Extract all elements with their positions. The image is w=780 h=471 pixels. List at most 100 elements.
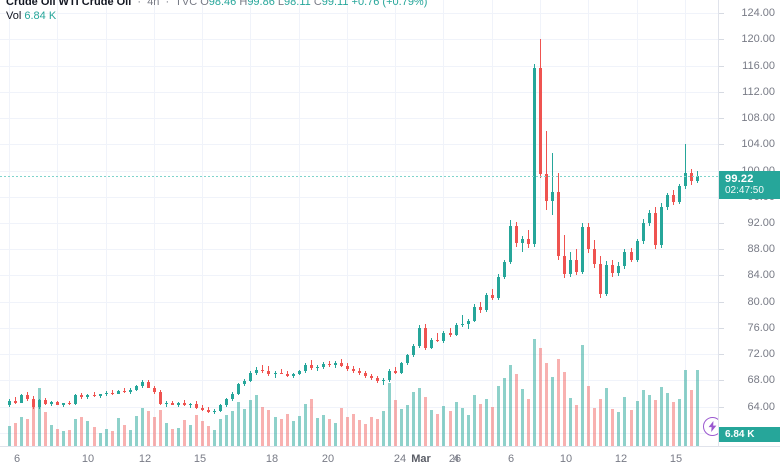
volume-bar [490, 406, 494, 446]
candle-body [194, 404, 198, 408]
candle-body [333, 363, 337, 366]
candle-body [659, 207, 663, 246]
candle-body [387, 370, 391, 381]
volume-bar [454, 402, 458, 446]
volume-bar [333, 422, 337, 446]
candle-body [556, 191, 560, 256]
candle-body [683, 173, 687, 187]
time-tick-label: 15 [669, 453, 683, 465]
price-axis[interactable]: 124.00 120.00 116.00 112.00 108.00 104.00 100.… [718, 0, 780, 446]
volume-bar [327, 419, 331, 446]
volume-bar [242, 409, 246, 446]
candle-body [484, 295, 488, 311]
volume-bar [417, 387, 421, 446]
candle-body [291, 373, 295, 376]
price-gridline [0, 171, 718, 172]
time-gridline [637, 0, 638, 446]
volume-bar [466, 414, 470, 446]
volume-bar [665, 393, 669, 446]
volume-bar [460, 407, 464, 446]
candle-wick [317, 364, 318, 372]
time-gridline [57, 0, 58, 446]
volume-bar [73, 419, 77, 446]
candle-body [327, 364, 331, 366]
time-tick-label: 10 [559, 453, 573, 465]
volume-bar [502, 377, 506, 446]
volume-bar [236, 402, 240, 446]
candle-body [635, 241, 639, 260]
price-gridline [0, 13, 718, 14]
candle-body [285, 373, 289, 376]
candle-body [134, 386, 138, 390]
volume-bar [478, 403, 482, 446]
volume-bar [49, 424, 53, 446]
volume-bar [116, 418, 120, 446]
price-tick-label: 108.00 [741, 112, 775, 125]
candle-body [671, 195, 675, 202]
volume-bar [369, 416, 373, 446]
price-gridline [0, 92, 718, 93]
candle-wick [329, 360, 330, 367]
volume-bar [683, 369, 687, 446]
current-price-badge[interactable]: 99.22 02:47:50 [719, 170, 780, 199]
volume-badge[interactable]: 6.84 K [719, 427, 780, 442]
candle-body [152, 387, 156, 393]
candle-body [448, 332, 452, 336]
volume-bar [158, 410, 162, 446]
time-axis[interactable]: 6 10 12 15 18 20 24 26 Mar 4 6 10 12 15 [0, 446, 780, 471]
volume-bar [98, 432, 102, 446]
candle-body [73, 395, 77, 404]
candle-body [188, 404, 192, 406]
volume-bar [526, 399, 530, 446]
candle-wick [546, 131, 547, 210]
volume-bar [514, 374, 518, 446]
candle-body [176, 403, 180, 405]
price-tick-label: 72.00 [747, 348, 775, 361]
volume-bar [387, 383, 391, 446]
candle-body [37, 400, 41, 408]
volume-bar [19, 416, 23, 446]
volume-bar [604, 387, 608, 446]
volume-bar [321, 414, 325, 446]
candle-body [580, 226, 584, 272]
price-tick-dash [719, 66, 724, 67]
volume-bar [472, 394, 476, 446]
volume-bar [411, 392, 415, 446]
time-tick-label: 24 [393, 453, 407, 465]
volume-bar [170, 429, 174, 446]
time-gridline [9, 0, 10, 446]
volume-bar [164, 422, 168, 446]
candle-body [490, 295, 494, 298]
candle-body [43, 400, 47, 404]
volume-bar [152, 416, 156, 446]
volume-bar [484, 399, 488, 446]
volume-bar [635, 401, 639, 446]
lightning-bolt-icon[interactable] [703, 417, 718, 436]
price-gridline [0, 249, 718, 250]
price-tick-label: 100.00 [741, 165, 775, 177]
candle-body [393, 370, 397, 373]
chart-plot-area[interactable] [0, 0, 718, 446]
price-tick-dash [719, 39, 724, 40]
candle-body [128, 389, 132, 392]
volume-bar [224, 414, 228, 446]
candle-body [574, 259, 578, 272]
candle-body [248, 373, 252, 382]
time-tick-label: 20 [321, 453, 335, 465]
time-tick-label: 4 [452, 453, 460, 465]
candle-body [508, 225, 512, 263]
volume-bar [273, 416, 277, 446]
volume-bar [297, 415, 301, 446]
candle-body [164, 402, 168, 404]
candle-body [170, 402, 174, 405]
candle-body [641, 223, 645, 242]
volume-bar [616, 412, 620, 446]
candle-wick [124, 387, 125, 393]
volume-bar [568, 397, 572, 446]
candle-body [604, 264, 608, 294]
volume-bar [381, 411, 385, 446]
volume-bar [592, 407, 596, 446]
candle-wick [450, 327, 451, 338]
volume-bar [31, 406, 35, 446]
volume-bar [677, 399, 681, 446]
